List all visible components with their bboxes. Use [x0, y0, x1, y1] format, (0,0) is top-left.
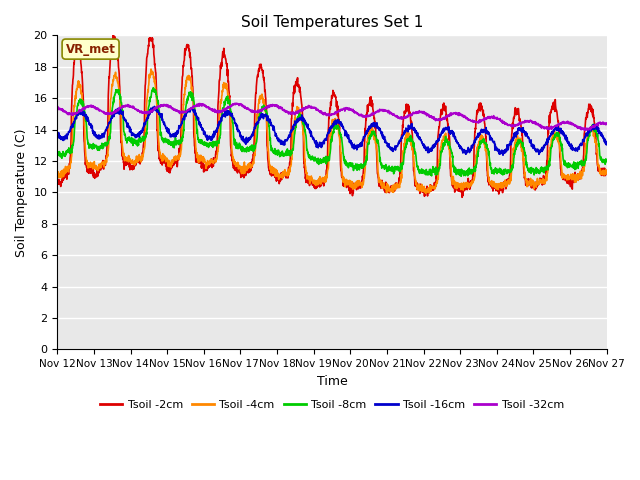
Text: VR_met: VR_met — [66, 43, 115, 56]
X-axis label: Time: Time — [317, 374, 348, 387]
Y-axis label: Soil Temperature (C): Soil Temperature (C) — [15, 128, 28, 257]
Legend: Tsoil -2cm, Tsoil -4cm, Tsoil -8cm, Tsoil -16cm, Tsoil -32cm: Tsoil -2cm, Tsoil -4cm, Tsoil -8cm, Tsoi… — [95, 396, 569, 415]
Title: Soil Temperatures Set 1: Soil Temperatures Set 1 — [241, 15, 423, 30]
